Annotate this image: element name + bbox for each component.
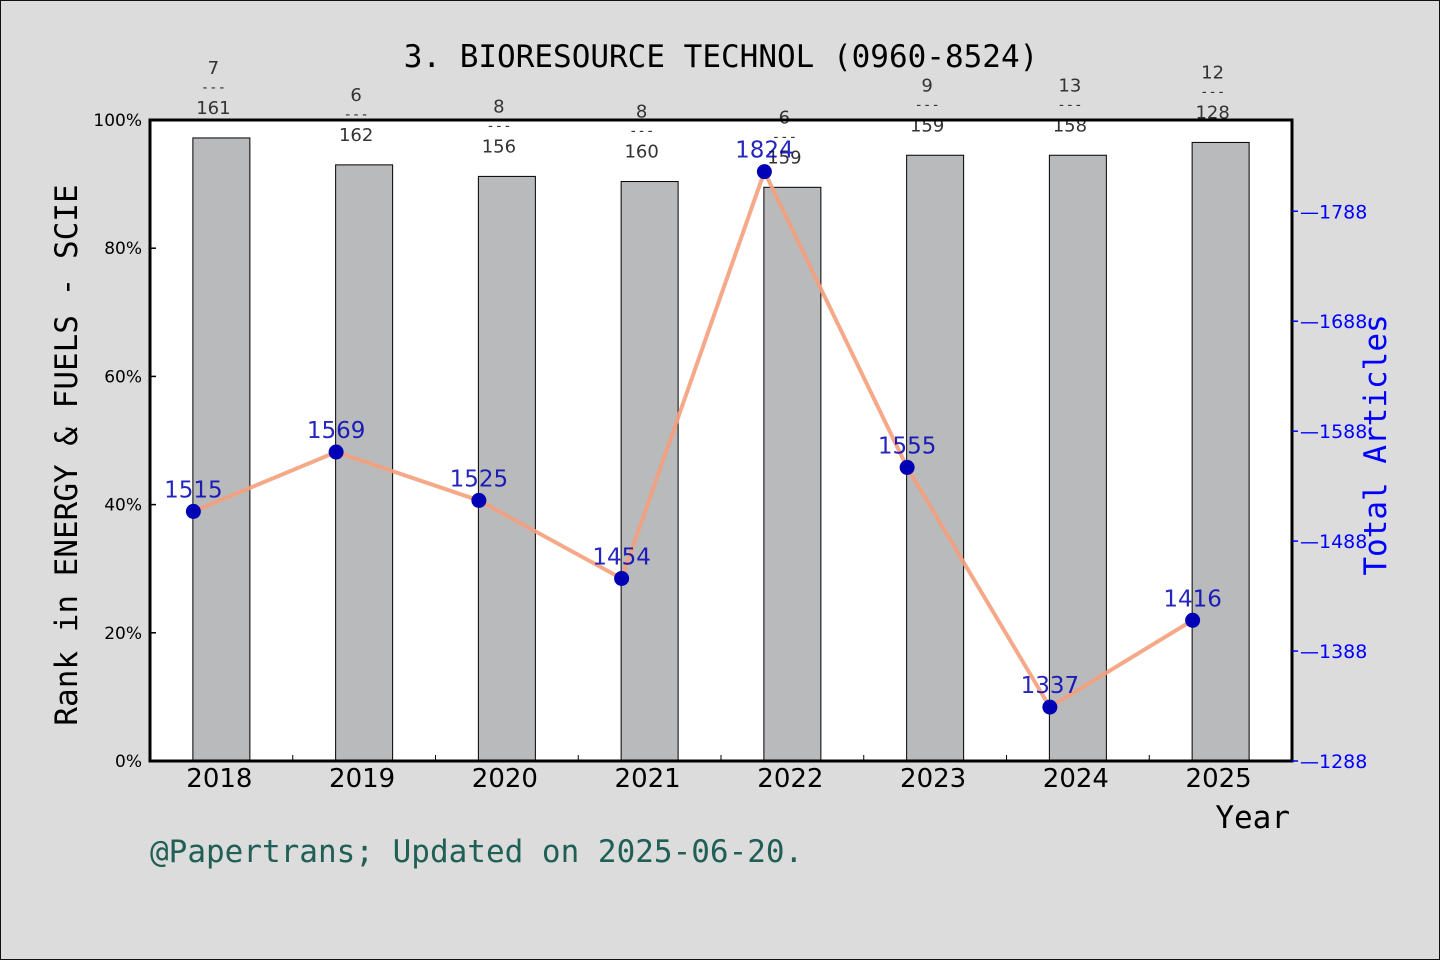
bar-2024: [1048, 154, 1107, 762]
point-label: 1525: [450, 466, 509, 492]
y2-tick-label: —1488: [1300, 531, 1367, 553]
x-tick-label: 2020: [472, 764, 538, 794]
point-label: 1569: [307, 418, 366, 444]
point-2018: [185, 503, 201, 519]
rank-label: 12: [1201, 62, 1224, 83]
rank-label: 8: [493, 96, 504, 117]
point-2019: [328, 444, 344, 460]
y2-tick-label: —1388: [1300, 641, 1367, 663]
rank-label: 7: [208, 58, 219, 79]
y-tick-label: 40%: [104, 496, 142, 516]
rank-total-label: 159: [767, 147, 801, 168]
rank-total-label: 159: [910, 115, 944, 136]
y-tick-label: 80%: [104, 239, 142, 259]
x-tick-label: 2021: [615, 764, 681, 794]
x-tick-label: 2025: [1186, 764, 1252, 794]
y2-axis-title: Total Articles: [1358, 314, 1394, 575]
y2-tick-label: —1588: [1300, 421, 1367, 443]
x-axis-title: Year: [1215, 800, 1290, 836]
point-2020: [471, 492, 487, 508]
rank-label: 9: [921, 75, 932, 96]
rank-total-label: 156: [482, 136, 516, 157]
point-label: 1337: [1021, 673, 1080, 699]
point-label: 1454: [592, 544, 651, 570]
x-tick-label: 2024: [1043, 764, 1109, 794]
rank-label: 6: [350, 85, 361, 106]
x-tick-label: 2018: [186, 764, 252, 794]
rank-divider: ---: [914, 97, 939, 113]
rank-divider: ---: [1057, 97, 1082, 113]
line-layer: 1515 1569 1525 1454 1824 1555 1337 1416: [164, 138, 1222, 715]
rank-total-label: 160: [624, 142, 658, 163]
y2-tick-label: —1288: [1300, 751, 1367, 773]
y2-tick-label: —1688: [1300, 311, 1367, 333]
rank-divider: ---: [772, 129, 797, 145]
x-tick-label: 2023: [900, 764, 966, 794]
chart-title: 3. BIORESOURCE TECHNOL (0960-8524): [404, 39, 1039, 75]
rank-label: 13: [1058, 75, 1081, 96]
bar-2018: [192, 137, 251, 762]
bar-2025: [1191, 141, 1250, 762]
point-2025: [1185, 612, 1201, 628]
rank-divider: ---: [486, 118, 511, 134]
y-tick-label: 60%: [104, 367, 142, 387]
point-label: 1416: [1163, 586, 1222, 612]
x-tick-label: 2022: [757, 764, 823, 794]
bar-2021: [620, 181, 679, 762]
point-label: 1824: [735, 138, 794, 164]
rank-total-label: 162: [339, 125, 373, 146]
rank-total-label: 161: [196, 98, 230, 119]
axes-layer: 0% 20% 40% 60% 80% 100% —1288 —1388 —1488 —1588 —1…: [93, 111, 1367, 794]
y2-tick-label: —1788: [1300, 201, 1367, 223]
y-tick-label: 100%: [93, 111, 142, 131]
bar-2022: [763, 186, 822, 762]
total-articles-line: [192, 169, 1194, 710]
rank-divider: ---: [629, 124, 654, 140]
y-tick-label: 0%: [115, 752, 142, 772]
point-2021: [614, 570, 630, 586]
bar-2023: [906, 154, 965, 762]
point-label: 1515: [164, 477, 223, 503]
y-axis-title: Rank in ENERGY & FUELS - SCIE: [49, 184, 85, 725]
point-2024: [1042, 699, 1058, 715]
rank-total-label: 128: [1195, 102, 1229, 123]
rank-divider: ---: [201, 80, 226, 96]
rank-label: 6: [779, 107, 790, 128]
point-2023: [899, 459, 915, 475]
footer-note: @Papertrans; Updated on 2025-06-20.: [150, 834, 804, 870]
y-tick-label: 20%: [104, 624, 142, 644]
rank-total-label: 158: [1053, 115, 1087, 136]
x-tick-label: 2019: [329, 764, 395, 794]
rank-label: 8: [636, 102, 647, 123]
point-label: 1555: [878, 433, 937, 459]
rank-divider: ---: [1200, 84, 1225, 100]
point-2022: [756, 164, 772, 180]
